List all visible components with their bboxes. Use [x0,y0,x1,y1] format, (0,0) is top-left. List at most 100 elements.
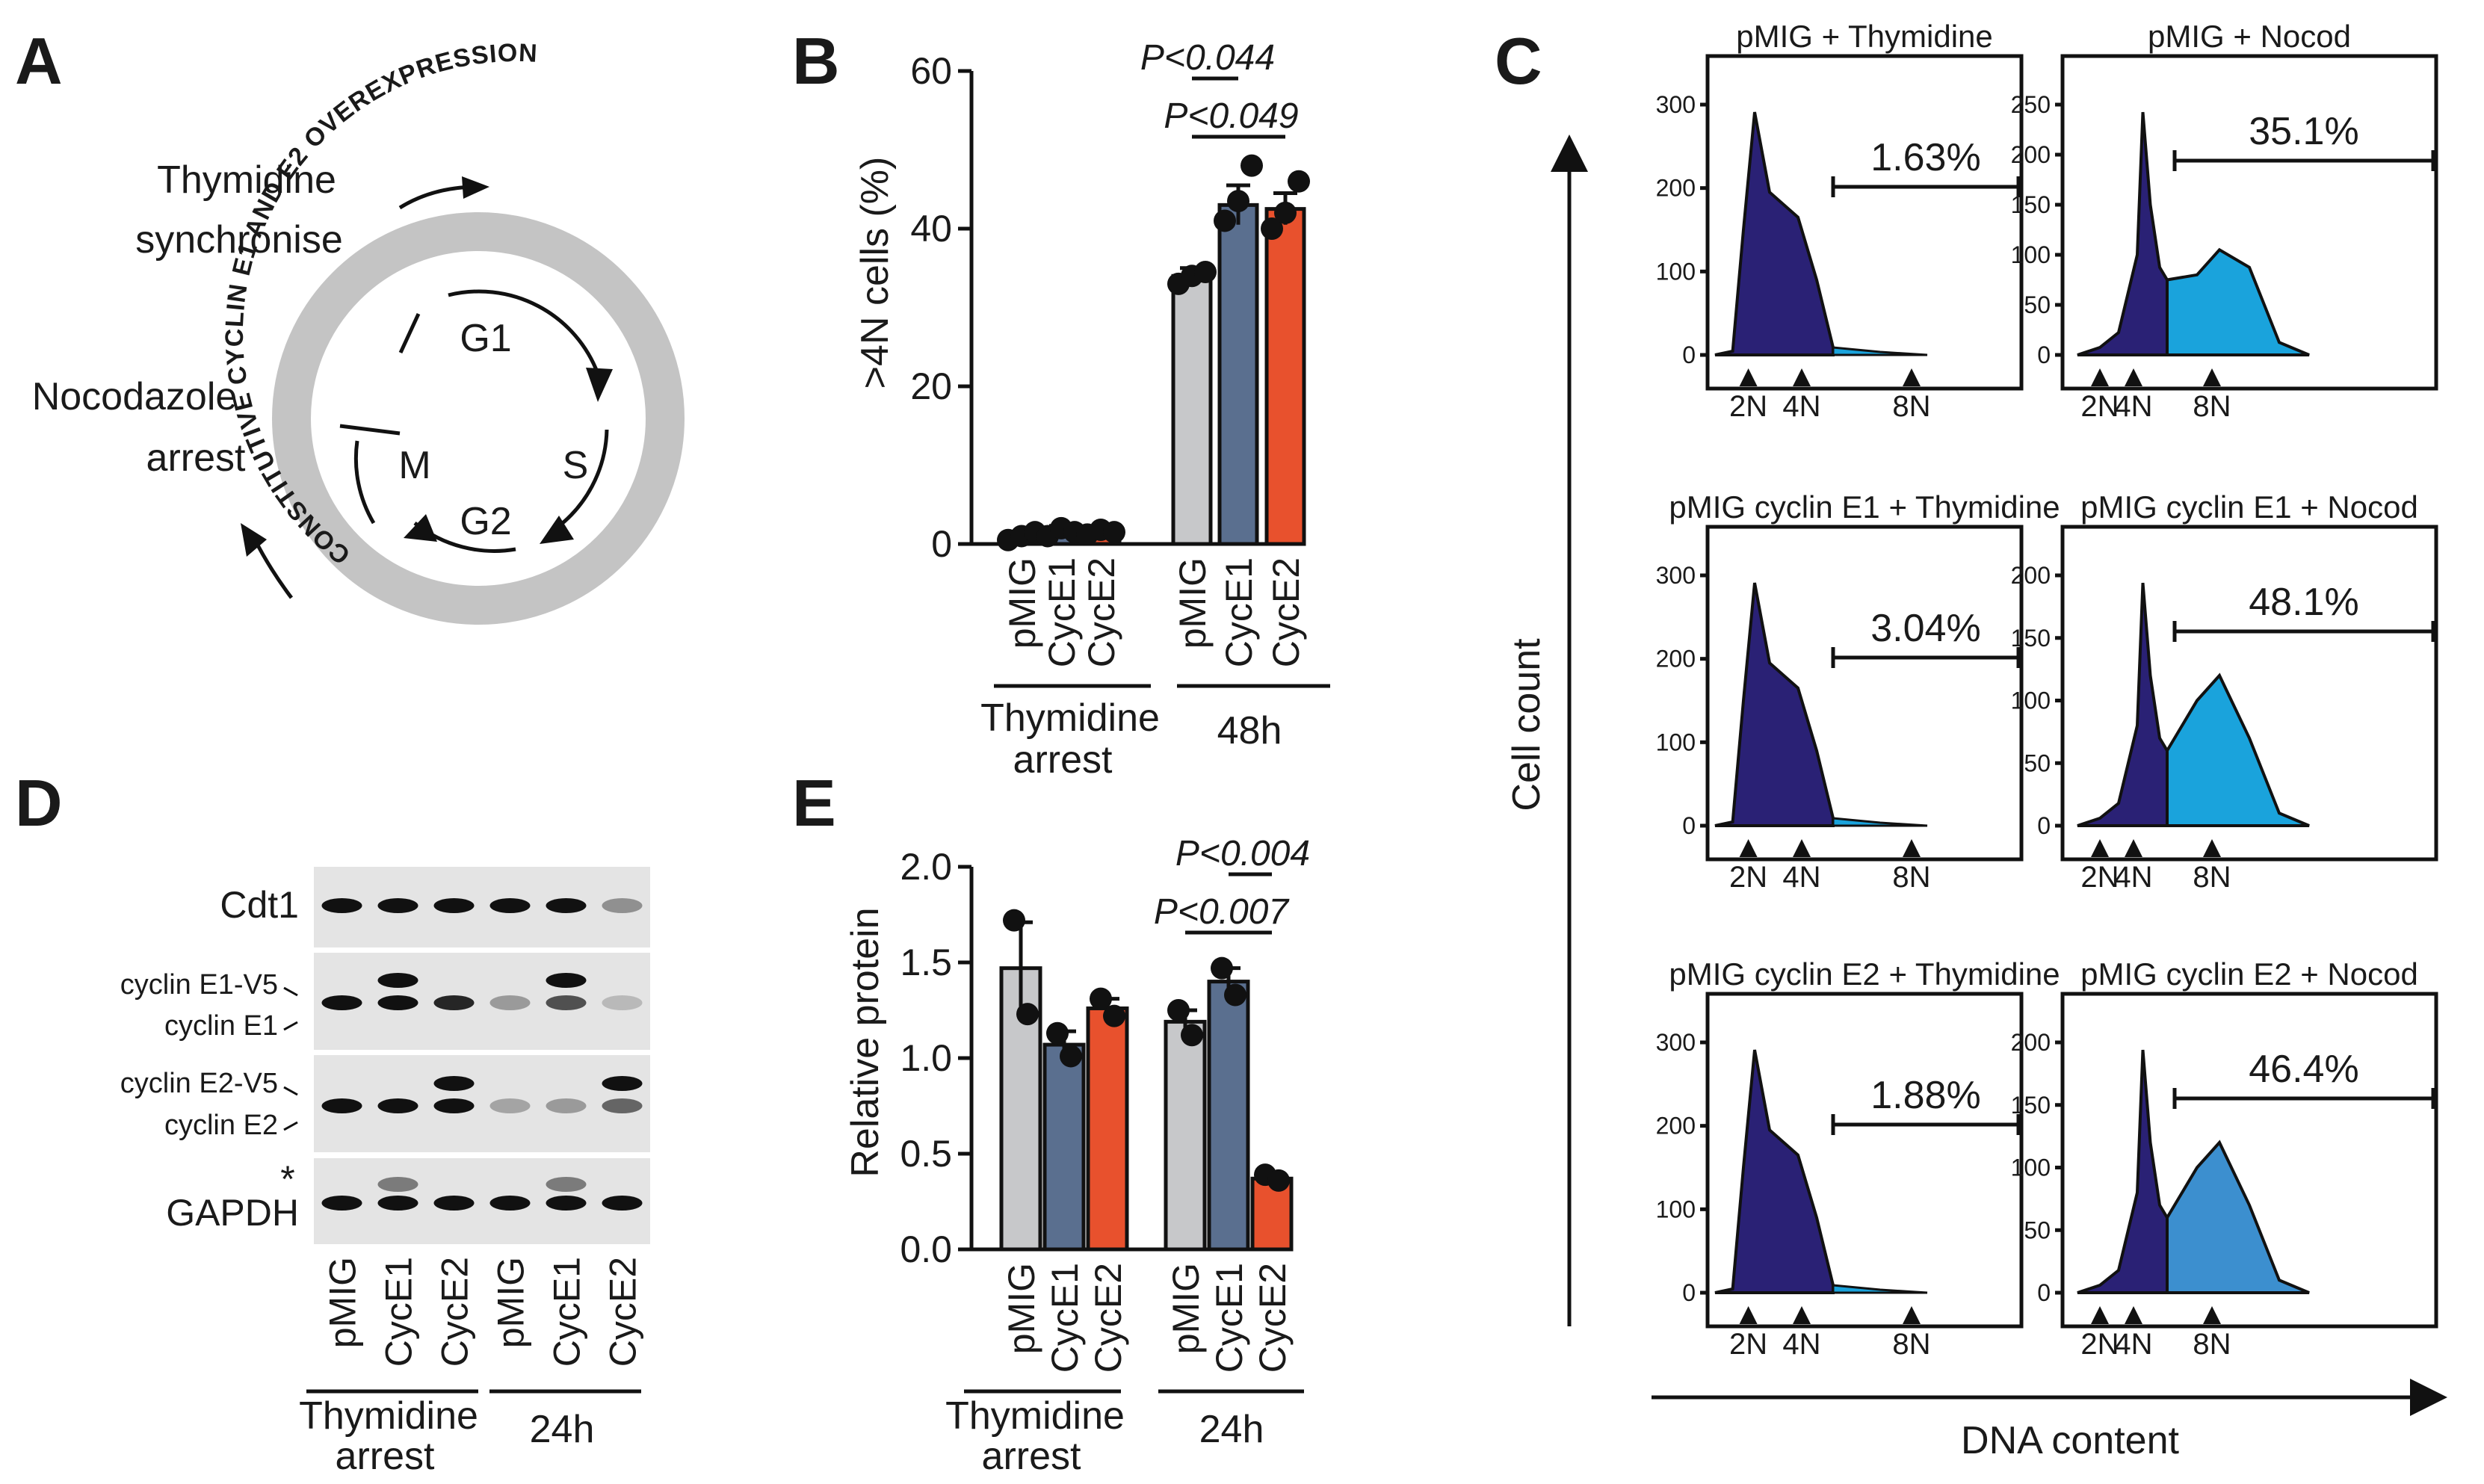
y-tick-label: 0.5 [900,1133,952,1175]
arrest-label: arrest [146,436,246,480]
ploidy-label: 8N [1892,861,1930,894]
blot-band [602,898,643,913]
lane-label: CycE2 [602,1257,644,1367]
ploidy-marker [2091,368,2109,386]
synchronise-label: synchronise [135,218,342,262]
data-point [1288,170,1310,193]
histogram-title: pMIG cyclin E1 + Thymidine [1669,489,2060,525]
bar-pmig [1171,273,1213,546]
ploidy-label: 4N [1782,390,1820,423]
blot-strip [314,953,650,1050]
panel-b-chart: B >4N cells (%) Thymidine arrest 48h 0 20… [792,24,1330,782]
histogram-y-tick-label: 200 [2011,562,2051,589]
data-point [1003,909,1025,932]
ploidy-marker [2125,1306,2142,1324]
band-pointer [283,1086,298,1096]
blot-band [321,1196,362,1211]
histogram-y-tick-label: 100 [1656,258,1696,285]
p-value-label: P<0.044 [1140,38,1275,78]
histogram-title: pMIG cyclin E2 + Thymidine [1669,956,2060,992]
histogram-g1-area [1714,111,1835,356]
g1-block-bar [398,312,421,354]
histogram-y-tick-label: 100 [2011,1154,2051,1181]
histogram-frame [1705,54,2024,391]
data-point [1227,190,1249,213]
blot-band [602,1076,643,1091]
histogram-y-tick-label: 200 [1656,175,1696,202]
panel-letter-d: D [15,766,63,840]
blot-band [433,1098,475,1113]
data-point [1194,261,1217,284]
m-arc [353,440,376,525]
data-point [1016,1003,1039,1026]
histogram-y-tick-label: 200 [1656,646,1696,673]
panel-letter-e: E [792,766,836,840]
ploidy-label: 2N [1729,390,1767,423]
overexpression-ring [272,212,685,625]
ploidy-marker [2203,368,2221,386]
category-label: CycE1 [1044,1263,1086,1373]
panel-letter-a: A [15,24,63,98]
panel-a: A Thymidine synchronise Nocodazole arres… [15,24,685,625]
p-value-label: P<0.007 [1154,892,1290,932]
blot-band [433,995,475,1010]
y-tick-label: 0.0 [900,1228,952,1270]
data-point [1261,217,1283,240]
category-label: CycE1 [1218,557,1260,667]
blot-band [546,995,587,1010]
gate-percent: 48.1% [2249,581,2358,624]
ploidy-marker [1739,368,1758,386]
data-point [1214,209,1236,232]
ploidy-marker [1739,839,1758,857]
histogram-frame [1705,525,2024,862]
data-point [1267,1169,1290,1192]
histogram-g1-area [2077,1049,2169,1294]
m-block-bar [339,424,401,436]
category-label: CycE1 [1208,1263,1250,1373]
blot-band [433,1076,475,1091]
s-arc [552,429,609,533]
ploidy-marker [2091,839,2109,857]
category-label: CycE1 [1041,557,1083,667]
histogram-y-tick-label: 200 [2011,1029,2051,1056]
histogram-y-tick-label: 50 [2024,291,2051,318]
y-tick-label: 0 [931,523,952,565]
b-group-thymidine: Thymidine [980,696,1160,740]
ploidy-label: 2N [2080,861,2119,894]
data-point [1181,1024,1203,1047]
g2-arrowhead [404,514,437,542]
category-label: CycE2 [1087,1263,1129,1373]
blot-band [602,1098,643,1113]
nocodazole-label: Nocodazole [32,375,238,418]
histogram-y-tick-label: 100 [1656,1196,1696,1222]
blot-label-cyclin-e1: cyclin E1 [164,1010,278,1042]
histogram-title: pMIG cyclin E1 + Nocod [2080,489,2418,525]
blot-label-gapdh: GAPDH [166,1192,299,1234]
blot-band [377,995,418,1010]
phase-m: M [398,444,430,487]
panel-letter-b: B [792,24,840,98]
histogram-g1-area [2077,111,2169,356]
blot-label-cyclin-e2: cyclin E2 [164,1110,278,1141]
d-group-24h: 24h [530,1408,595,1451]
y-tick-label: 1.5 [900,942,952,983]
blot-strip [314,1055,650,1152]
blot-band [433,898,475,913]
histogram-y-tick-label: 100 [1656,729,1696,755]
histogram-y-tick-label: 300 [1656,91,1696,118]
s-arrowhead [540,516,574,544]
phase-g2: G2 [460,500,511,543]
histogram-y-tick-label: 0 [1682,1279,1696,1306]
blot-band [377,973,418,988]
histogram-y-tick-label: 100 [2011,241,2051,268]
data-point [1060,1045,1082,1068]
blot-label-cyclin-e2-v5: cyclin E2-V5 [120,1068,278,1099]
data-point [1241,154,1263,177]
bar-cyce1 [1217,202,1259,546]
histogram-y-tick-label: 150 [2011,625,2051,652]
y-tick-label: 20 [910,365,952,407]
b-ylabel: >4N cells (%) [853,157,897,389]
ploidy-label: 8N [2193,861,2231,894]
ring-text: CONSTITUTIVE CYCLIN E1 AND E2 OVEREXPRES… [220,39,539,570]
ploidy-marker [1793,839,1811,857]
